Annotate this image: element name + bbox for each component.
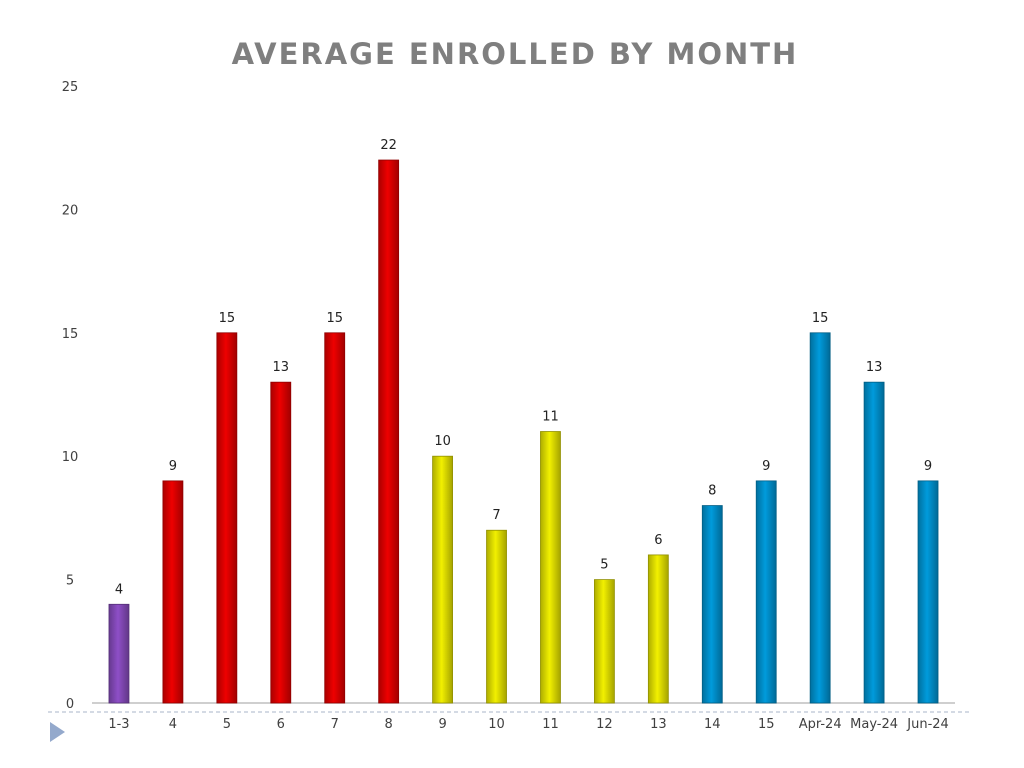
x-tick-label: May-24 (850, 717, 898, 732)
bar (216, 332, 238, 704)
data-label: 13 (866, 360, 883, 375)
bar (755, 480, 777, 704)
data-label: 22 (380, 138, 397, 153)
bar (270, 381, 292, 704)
bar (162, 480, 184, 704)
x-tick-label: 14 (704, 717, 721, 732)
data-label: 9 (169, 459, 177, 474)
chart-title: AVERAGE ENROLLED BY MONTH (232, 37, 799, 71)
bar (809, 332, 831, 704)
data-label: 11 (542, 410, 559, 425)
data-label: 4 (115, 582, 123, 597)
data-label: 8 (708, 484, 716, 499)
x-tick-label: 11 (542, 717, 559, 732)
y-tick-label: 5 (66, 574, 74, 589)
data-label: 10 (434, 434, 451, 449)
data-label: 9 (762, 459, 770, 474)
y-tick-label: 0 (66, 697, 74, 712)
data-label: 5 (600, 558, 608, 573)
x-tick-label: 9 (438, 717, 446, 732)
x-tick-label: Apr-24 (799, 717, 842, 732)
slide-arrow-icon (50, 722, 65, 742)
bar (108, 603, 130, 704)
data-label: 6 (654, 533, 662, 548)
x-tick-label: 4 (169, 717, 177, 732)
x-tick-label: 6 (277, 717, 285, 732)
bar (378, 159, 400, 704)
data-label: 7 (492, 508, 500, 523)
y-tick-label: 20 (62, 203, 79, 218)
bar (647, 554, 669, 704)
x-tick-label: 7 (331, 717, 339, 732)
y-tick-label: 10 (62, 450, 79, 465)
y-tick-label: 25 (62, 80, 79, 95)
data-label: 15 (326, 311, 343, 326)
bar (917, 480, 939, 704)
bar (324, 332, 346, 704)
x-tick-label: 8 (385, 717, 393, 732)
data-label: 15 (219, 311, 236, 326)
data-labels: 4 9 15 13 15 22 10 7 11 5 6 8 9 15 13 9 (115, 138, 932, 597)
data-label: 9 (924, 459, 932, 474)
bar-series (108, 159, 939, 704)
bar (701, 505, 723, 704)
x-tick-label: 13 (650, 717, 667, 732)
x-tick-label: Jun-24 (906, 717, 949, 732)
bar (486, 529, 507, 704)
x-tick-label: 15 (758, 717, 775, 732)
data-label: 15 (812, 311, 829, 326)
x-tick-label: 5 (223, 717, 231, 732)
x-tick-label: 12 (596, 717, 613, 732)
y-axis: 0 5 10 15 20 25 (62, 80, 79, 712)
bar (594, 579, 615, 704)
y-tick-label: 15 (62, 327, 79, 342)
x-tick-label: 1-3 (108, 717, 129, 732)
x-tick-label: 10 (488, 717, 505, 732)
bar (432, 455, 453, 704)
bar (863, 381, 885, 704)
bar (540, 431, 561, 704)
data-label: 13 (273, 360, 290, 375)
x-axis: 1-3 4 5 6 7 8 9 10 11 12 13 14 15 Apr-24 May-24 Jun-24 (108, 717, 948, 732)
